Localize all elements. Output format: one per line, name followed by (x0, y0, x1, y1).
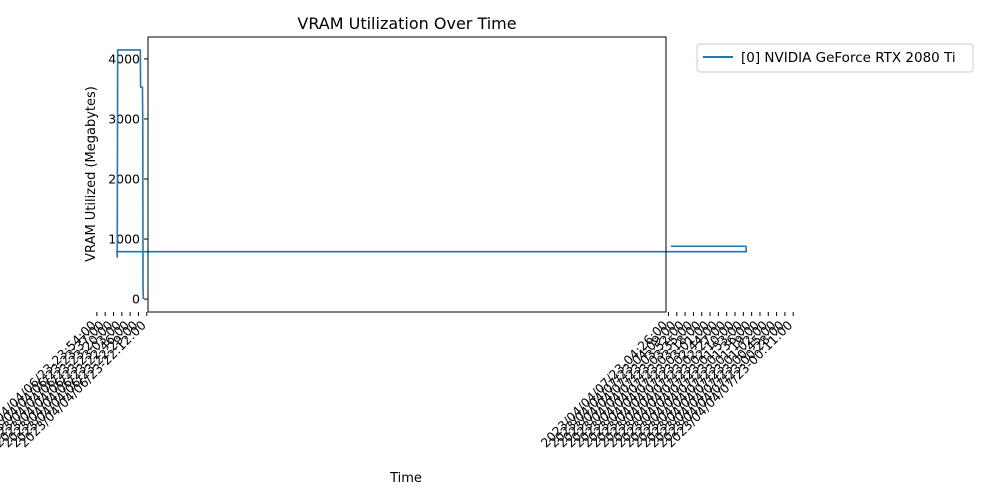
series-line (115, 49, 748, 300)
y-tick-label: 0 (132, 292, 140, 307)
plot-frame (147, 36, 667, 313)
x-axis-ticks: 2023/04/04/06/23-22:12:002023/04/04/06/2… (0, 312, 795, 450)
x-axis-label: Time (389, 471, 422, 486)
legend-entry-label: [0] NVIDIA GeForce RTX 2080 Ti (741, 50, 956, 66)
y-tick-label: 2000 (108, 172, 140, 187)
plot-lines (115, 49, 748, 300)
legend-box (696, 43, 974, 73)
legend: [0] NVIDIA GeForce RTX 2080 Ti (696, 43, 974, 73)
y-tick-label: 4000 (108, 51, 140, 66)
y-tick-label: 1000 (108, 232, 140, 247)
y-axis-label: VRAM Utilized (Megabytes) (84, 86, 99, 262)
y-axis-ticks: 0 1000 2000 3000 4000 (108, 51, 148, 307)
chart-title: VRAM Utilization Over Time (297, 14, 516, 33)
y-tick-label: 3000 (108, 111, 140, 126)
